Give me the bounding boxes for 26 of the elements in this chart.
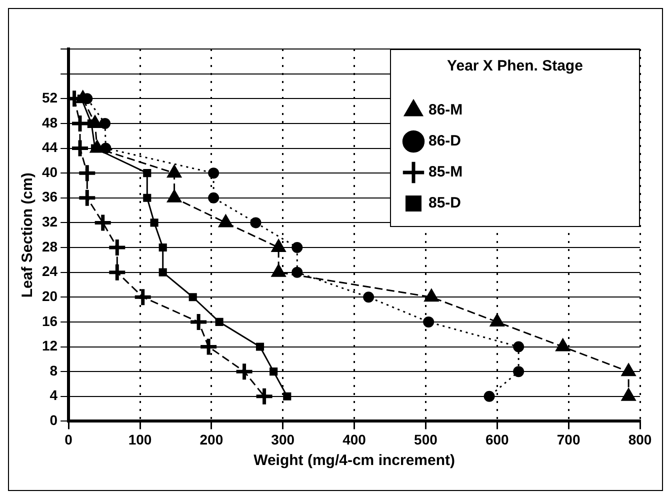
y-tick-label: 16 bbox=[42, 312, 58, 329]
x-tick-label: 500 bbox=[414, 431, 438, 448]
x-axis-title: Weight (mg/4-cm increment) bbox=[254, 452, 455, 470]
y-tick-label: 48 bbox=[42, 114, 58, 130]
x-tick-label: 200 bbox=[200, 431, 224, 448]
y-tick-label: 32 bbox=[42, 214, 58, 230]
x-tick-label: 700 bbox=[556, 431, 580, 448]
y-tick-label: 4 bbox=[50, 387, 58, 404]
y-tick-label: 12 bbox=[42, 338, 58, 354]
y-tick-label: 20 bbox=[42, 288, 58, 304]
y-axis-title: Leaf Section (cm) bbox=[19, 172, 36, 298]
y-tick-label: 0 bbox=[50, 412, 58, 428]
y-tick-label: 28 bbox=[42, 238, 58, 254]
x-tick-label: 800 bbox=[628, 431, 652, 448]
y-tick-label: 40 bbox=[42, 164, 58, 180]
legend-title: Year X Phen. Stage bbox=[447, 58, 583, 75]
x-tick-label: 0 bbox=[64, 431, 73, 448]
x-tick-label: 300 bbox=[271, 431, 295, 448]
y-tick-label: 24 bbox=[42, 263, 58, 280]
x-tick-label: 400 bbox=[342, 431, 366, 448]
y-tick-label: 36 bbox=[42, 188, 58, 205]
y-tick-label: 8 bbox=[50, 362, 58, 378]
y-tick-label: 44 bbox=[42, 139, 58, 156]
x-tick-label: 600 bbox=[485, 431, 510, 448]
x-tick-label: 100 bbox=[128, 431, 152, 448]
y-tick-label: 52 bbox=[42, 89, 58, 106]
